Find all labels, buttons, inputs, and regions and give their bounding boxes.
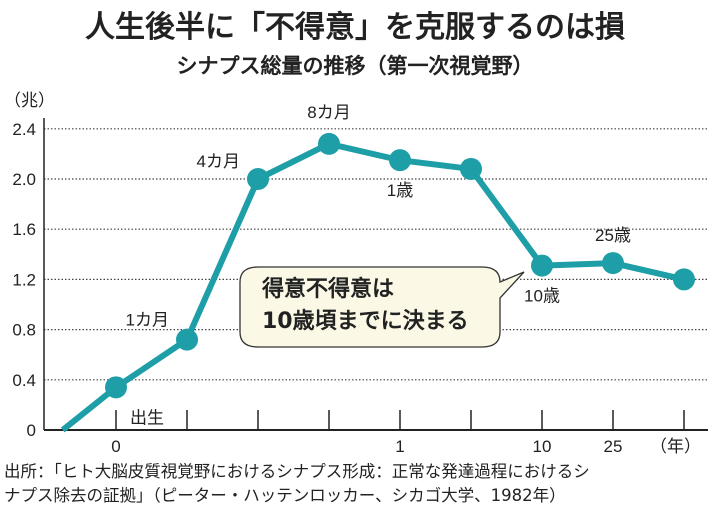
data-point [318, 132, 340, 155]
point-labels: 出生 1カ月 4カ月 8カ月 1歳 10歳 25歳 [126, 103, 631, 427]
x-tick-label: 10 [533, 437, 552, 456]
gridlines [44, 128, 708, 381]
x-tick-label: 25 [604, 437, 623, 456]
y-tick-label: 1.6 [12, 220, 36, 239]
data-point [531, 254, 553, 277]
data-point [460, 157, 482, 180]
data-point [176, 328, 198, 351]
data-label: 10歳 [524, 287, 560, 306]
x-tick-label: 1 [395, 437, 404, 456]
data-point [105, 376, 127, 399]
y-tick-label: 0 [27, 421, 36, 440]
callout-bubble [239, 266, 525, 348]
data-label: 25歳 [595, 226, 631, 245]
x-axis-unit-label: （年） [650, 437, 701, 456]
data-label: 4カ月 [197, 152, 240, 171]
data-point [247, 168, 269, 190]
y-tick-label: 2.4 [12, 120, 36, 139]
source-note: 出所：「ヒト大脳皮質視覚野におけるシナプス形成：正常な発達過程におけるシ ナプス… [4, 460, 710, 508]
y-axis-unit-label: （兆） [4, 91, 55, 110]
data-point [673, 268, 695, 291]
y-tick-label: 2.0 [12, 170, 36, 189]
axes: 0 0.4 0.8 1.2 1.6 2.0 2.4 0 1 10 25 [12, 118, 708, 456]
series-line [60, 132, 695, 433]
x-tick-label: 0 [111, 437, 120, 456]
callout-text: 得意不得意は 10歳頃までに決まる [262, 274, 469, 338]
page-title: 人生後半に「不得意」を克服するのは損 [85, 10, 625, 45]
data-label: 8カ月 [307, 103, 350, 122]
series-polyline [60, 140, 685, 433]
y-tick-label: 0.4 [12, 371, 36, 390]
data-label: 出生 [130, 408, 164, 427]
source-line-1: 出所：「ヒト大脳皮質視覚野におけるシナプス形成：正常な発達過程におけるシ [4, 462, 590, 481]
line-chart: 0 0.4 0.8 1.2 1.6 2.0 2.4 0 1 10 25 （兆） （年） 出生 1カ月 4… [4, 91, 708, 456]
chart-subtitle: シナプス総量の推移（第一次視覚野） [176, 54, 534, 78]
source-line-2: ナプス除去の証拠」（ピーター・ハッテンロッカー、シカゴ大学、1982年） [4, 486, 566, 505]
y-tick-label: 1.2 [12, 270, 36, 289]
callout-line-1: 得意不得意は [262, 277, 395, 302]
data-point [389, 149, 411, 172]
data-label: 1カ月 [126, 311, 169, 330]
data-point [602, 252, 624, 275]
y-tick-label: 0.8 [12, 321, 36, 340]
data-label: 1歳 [387, 181, 413, 200]
callout-line-2: 10歳頃までに決まる [262, 309, 469, 334]
